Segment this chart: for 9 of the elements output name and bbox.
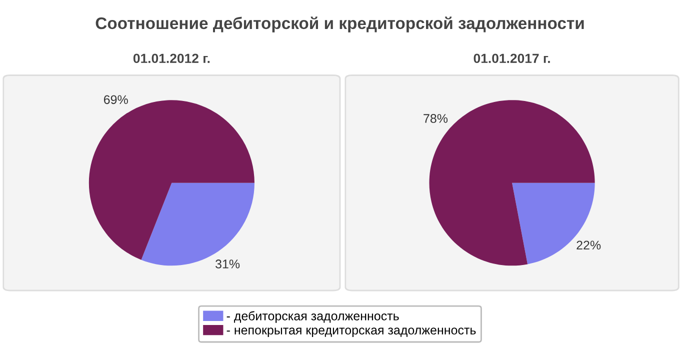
data-label: 78% bbox=[424, 114, 448, 123]
chart-title: Соотношение дебиторской и кредиторской задолженности bbox=[96, 16, 584, 32]
chart-subtitle: 01.01.2012 г. bbox=[133, 54, 210, 64]
data-label: 22% bbox=[576, 240, 601, 250]
legend-label: - дебиторская задолженность bbox=[226, 311, 399, 323]
legend-label: - непокрытая кредиторская задолженность bbox=[226, 328, 476, 337]
data-label: 69% bbox=[104, 95, 128, 104]
data-label: 31% bbox=[216, 260, 240, 268]
chart-subtitle: 01.01.2017 г. bbox=[474, 54, 550, 64]
